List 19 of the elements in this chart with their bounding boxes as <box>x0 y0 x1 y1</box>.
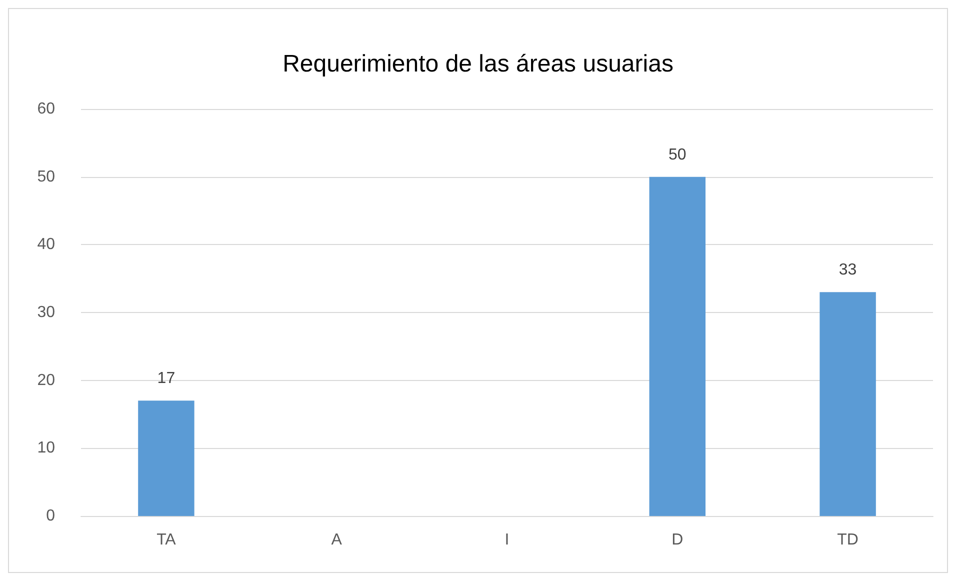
x-tick-label: TA <box>156 532 176 548</box>
x-tick-label: A <box>331 532 342 548</box>
x-tick-label: TD <box>837 532 858 548</box>
x-tick-label: D <box>672 532 684 548</box>
y-tick-label: 0 <box>46 508 56 524</box>
y-tick-label: 10 <box>37 440 56 457</box>
y-tick-label: 20 <box>37 372 56 389</box>
y-tick-label: 30 <box>37 304 56 321</box>
data-label: 17 <box>157 370 176 388</box>
y-tick-label: 60 <box>37 100 56 118</box>
bar <box>649 176 706 516</box>
data-label: 50 <box>668 146 686 164</box>
y-tick-label: 50 <box>37 168 56 186</box>
y-tick-label: 40 <box>37 236 56 254</box>
bar <box>820 292 876 516</box>
bar <box>138 400 194 516</box>
data-label: 33 <box>838 262 857 279</box>
x-tick-label: I <box>504 532 510 548</box>
chart-title: Requerimiento de las áreas usuarias <box>282 50 674 78</box>
